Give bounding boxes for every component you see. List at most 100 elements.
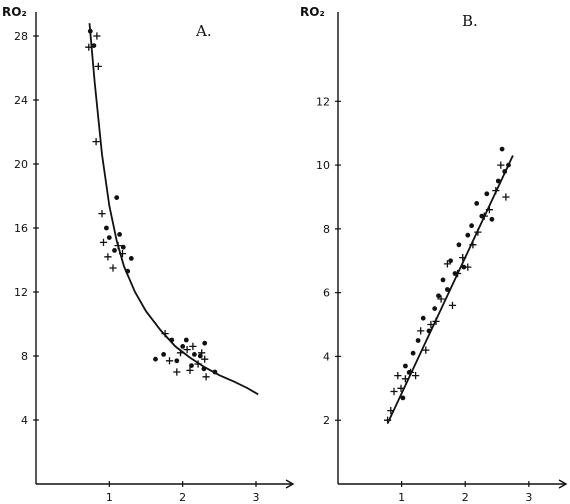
panel-b-plus-point (459, 254, 467, 262)
panel-a-dot-point (104, 225, 109, 231)
panel-a-plus-point (114, 242, 122, 250)
panel-b-dot-point (410, 350, 416, 356)
panel-b-plus-point (480, 212, 488, 220)
panel-b-x-axis-arrow (558, 479, 568, 489)
panel-a-plus-point (94, 62, 102, 70)
panel-b-dot-point (469, 223, 474, 229)
panel-a-x-tick-label: 2 (179, 491, 186, 504)
panel-b-plus-point (384, 416, 392, 424)
panel-a-plus-point (201, 355, 209, 363)
panel-a-dot-point (212, 369, 218, 375)
panel-b-dot-point (426, 328, 432, 334)
panel-b-dot-point (506, 162, 511, 168)
panel-a-plus-point (104, 253, 112, 261)
panel-b-dot-point (403, 363, 408, 369)
panel-b-plus-point (432, 317, 440, 325)
panel-a-points (85, 28, 218, 381)
panel-b-dot-point (484, 191, 490, 197)
panel-a-dot-point (169, 337, 175, 343)
panel-a-plus-point (165, 357, 174, 365)
panel-b-dot-point (465, 232, 471, 238)
panel-a-y-tick-label: 16 (14, 222, 28, 235)
panel-b-plus-point (497, 161, 505, 169)
panel-b-dot-point (400, 395, 406, 401)
panel-a-dot-point (125, 268, 131, 274)
panel-b-plus-point (469, 241, 477, 249)
panel-a-y-tick-label: 4 (21, 414, 28, 427)
panel-b-plus-point (502, 193, 510, 201)
panel-a-y-tick-label: 20 (14, 158, 28, 171)
panel-b-x-tick-label: 1 (398, 491, 405, 504)
panel-a-fit-curve (88, 23, 259, 396)
panel-a-dot-point (180, 344, 186, 349)
panel-b-dot-point (440, 277, 446, 283)
panel-a-dot-point (120, 244, 126, 250)
panel-a-plus-point (109, 264, 117, 272)
panel-b-dot-point (502, 169, 508, 174)
panel-a-plus-point (85, 43, 93, 51)
panel-b-dot-point (448, 258, 453, 264)
panel-b-regression-line (386, 155, 514, 424)
panel-b-y-tick-label: 12 (316, 95, 330, 108)
panel-a-dot-point (161, 352, 167, 357)
panel-b-dot-point (495, 178, 501, 184)
panel-a-plus-point (161, 330, 169, 338)
panel-a-x-tick-label: 1 (106, 491, 113, 504)
panel-b-plus-point (474, 228, 482, 236)
panel-b-dot-point (445, 287, 450, 292)
panel-b-fit-line (386, 155, 514, 424)
panel-a-plus-point (194, 360, 202, 368)
panel-b-plus-point (427, 320, 435, 329)
panel-b-plus-point (387, 407, 395, 415)
panel-a-fit-curve-path (88, 23, 259, 396)
panel-b-plus-point (464, 263, 472, 271)
panel-b-y-tick-label: 10 (316, 159, 330, 172)
panel-b-plus-point (417, 327, 425, 335)
panel-b-dot-point (456, 242, 462, 248)
panel-b-plus-point (454, 269, 462, 278)
panel-a-dot-point (202, 340, 208, 346)
panel-b-dot-point (432, 306, 438, 311)
panel-b-plus-point (443, 260, 451, 268)
panel-b-x-tick-label: 2 (462, 491, 469, 504)
panel-b-plus-point (448, 301, 457, 309)
panel-a-x-axis-arrow (285, 479, 295, 489)
panel-a-y-tick-label: 8 (21, 350, 28, 363)
panel-a-plus-point (93, 32, 101, 40)
panel-b-dot-point (420, 315, 426, 321)
panel-a-dot-point (117, 232, 122, 237)
panel-b-label: B. (462, 12, 478, 30)
panel-b-y-axis-title: RO₂ (300, 5, 325, 19)
panel-b-points (384, 146, 511, 424)
panel-a-dot-point (87, 28, 93, 34)
panel-a-dot-point (174, 358, 180, 364)
panel-a-dot-point (192, 352, 197, 357)
panel-a-y-tick-label: 12 (14, 286, 28, 299)
panel-b-dot-point (436, 293, 441, 299)
panel-a-plus-point (173, 368, 181, 376)
panel-b-plus-point (401, 375, 409, 383)
panel-b-plus-point (437, 295, 445, 303)
panel-b-dot-point (499, 146, 505, 152)
panel-b-y-tick-label: 2 (323, 414, 330, 427)
panel-a-dot-point (183, 337, 189, 343)
panel-a-plus-point (189, 342, 197, 350)
panel-a-plus-point (92, 138, 100, 146)
panel-a-dot-point (128, 256, 134, 261)
panel-b-plus-point (390, 387, 398, 396)
panel-b-dot-point (489, 216, 495, 222)
panel-a-dot-point (153, 356, 158, 362)
panel-b-plus-point (485, 206, 493, 214)
panel-b-dot-point (415, 338, 421, 343)
panel-a-plus-point (98, 210, 106, 218)
panel-b-y-tick-label: 4 (323, 350, 330, 363)
panel-a-label: A. (195, 22, 212, 40)
panel-a-plus-point (183, 346, 191, 354)
panel-b-plus-point (422, 346, 430, 354)
panel-a-plus-point (202, 373, 210, 381)
panel-b-plus-point (406, 368, 415, 376)
panel-a-x-tick-label: 3 (253, 491, 260, 504)
